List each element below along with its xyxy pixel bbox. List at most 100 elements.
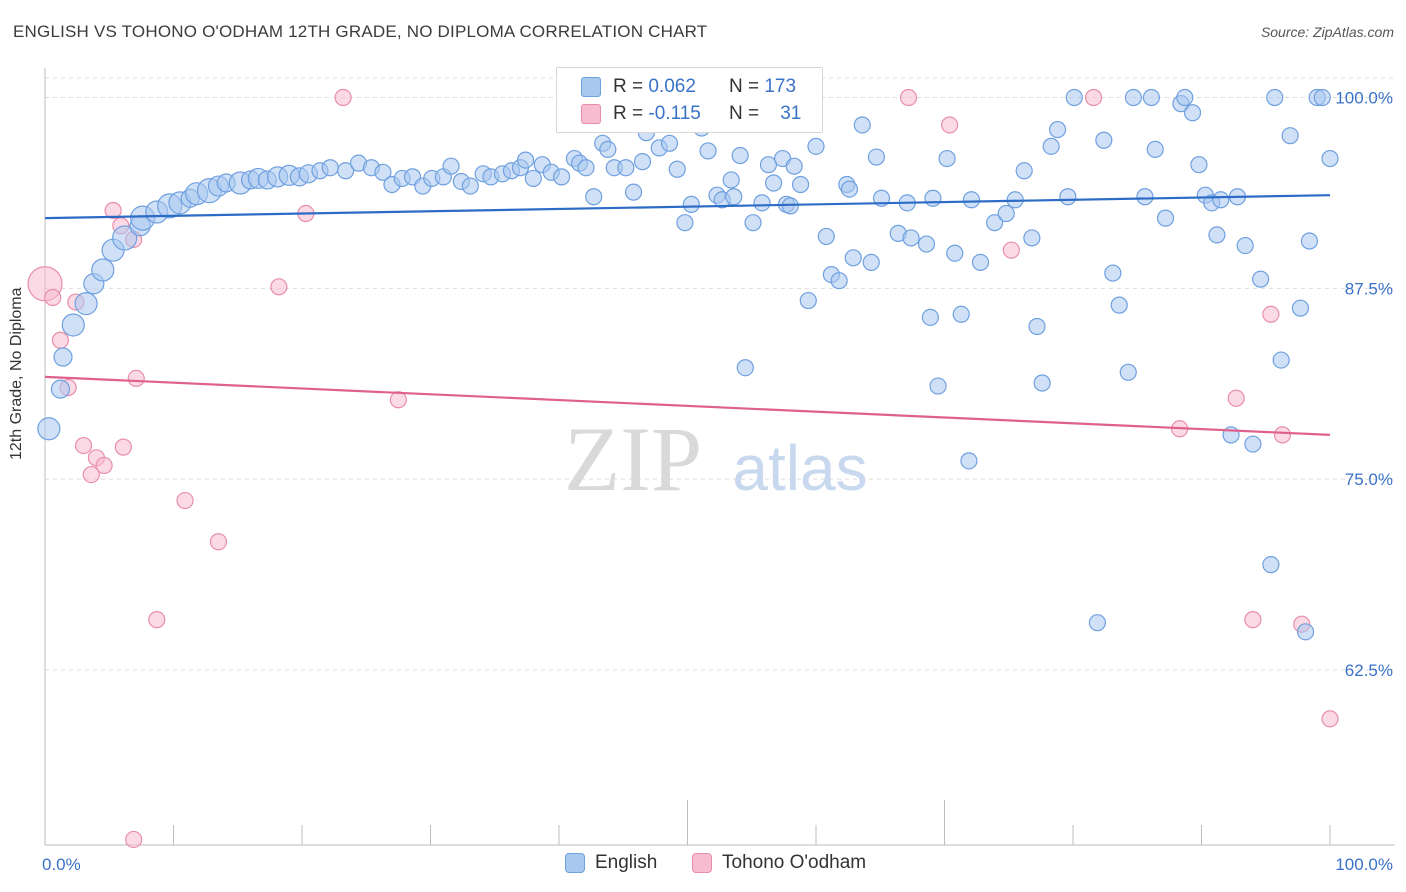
source-label: Source: ZipAtlas.com [1260,24,1394,40]
english-point-147 [1281,127,1299,145]
english-point-138 [1212,191,1230,209]
english-point-4 [74,292,98,316]
series-legend: English Tohono O'odham [0,852,1406,878]
tohono-point-25 [1002,241,1020,259]
tohono-r-value: -0.115 [648,103,701,124]
english-n-value: 173 [764,76,797,97]
tohono-point-14 [148,611,166,629]
english-point-0 [37,417,61,441]
tohono-n-label: N = [728,103,760,124]
english-point-91 [840,180,859,198]
english-point-65 [668,160,686,178]
english-point-113 [1015,162,1033,180]
tohono-point-2 [51,331,70,349]
tohono-point-11 [114,438,132,456]
english-point-51 [552,168,571,186]
english-point-123 [1104,264,1122,282]
english-points [37,88,1339,641]
english-r-label: R = [613,76,644,97]
english-point-77 [753,194,771,212]
tohono-point-19 [334,88,352,107]
english-point-93 [853,116,871,134]
english-point-74 [731,146,749,165]
english-point-76 [744,214,762,232]
english-point-102 [924,189,942,207]
x-tick-label-0: 0.0% [42,855,81,874]
english-point-87 [817,227,835,246]
tohono-n-value: 31 [780,103,802,124]
tohono-point-6 [82,465,100,484]
english-point-1 [50,379,71,399]
english-point-47 [516,151,535,169]
english-point-69 [699,142,717,160]
english-point-109 [971,253,990,271]
x-tick-label-1: 100.0% [1335,855,1393,874]
english-point-141 [1236,236,1254,255]
english-point-128 [1142,88,1160,107]
english-point-48 [524,169,542,188]
english-point-28 [321,159,339,177]
tohono-trend-line [44,375,1331,436]
english-point-118 [1048,120,1067,139]
english-point-104 [938,149,956,168]
english-point-153 [1321,149,1339,168]
watermark-atlas: atlas [732,432,867,504]
watermark-zip: ZIP [564,408,702,510]
y-tick-label-0: 100.0% [1335,89,1393,108]
english-point-83 [785,157,803,175]
english-point-124 [1110,296,1128,314]
correlation-legend: R = 0.062 N = 173 R = -0.115 N = 31 [556,67,823,133]
english-point-115 [1028,317,1046,336]
english-legend-label: English [595,852,658,873]
english-point-132 [1176,88,1194,107]
english-point-120 [1065,88,1083,107]
english-point-94 [862,253,880,271]
english-point-130 [1156,209,1175,227]
english-point-127 [1136,188,1154,206]
english-point-122 [1095,131,1113,149]
english-point-66 [676,214,694,232]
english-n-label: N = [728,76,760,97]
english-point-75 [736,359,754,377]
tohono-point-34 [125,830,143,849]
english-point-152 [1313,88,1331,107]
tohono-point-17 [270,278,288,296]
english-r-value: 0.062 [648,76,696,97]
legend-row-tohono: R = -0.115 N = 31 [581,102,801,126]
english-point-142 [1244,435,1262,453]
y-tick-label-1: 87.5% [1345,279,1393,298]
watermark: ZIP atlas [564,408,868,510]
y-axis-title: 12th Grade, No Diploma [8,287,25,460]
english-point-148 [1291,299,1310,317]
english-point-60 [624,183,643,201]
english-point-146 [1272,351,1290,369]
tohono-point-29 [1244,611,1262,629]
english-point-57 [599,140,617,159]
english-point-29 [337,162,355,180]
english-point-6 [91,258,115,282]
english-point-100 [917,235,936,253]
english-point-95 [867,148,885,166]
legend-item-english[interactable]: English [565,852,657,874]
english-trend-line [44,194,1331,220]
tohono-point-13 [127,369,145,388]
english-point-3 [61,313,85,337]
english-point-89 [830,272,848,290]
trendlines [44,194,1331,436]
english-point-125 [1119,363,1137,381]
tohono-point-26 [1084,88,1103,107]
tohono-point-5 [74,436,93,455]
tohono-point-23 [899,88,918,107]
legend-item-tohono[interactable]: Tohono O'odham [692,852,866,874]
english-point-116 [1033,374,1051,392]
tohono-swatch [581,104,601,124]
english-point-32 [374,163,392,181]
english-point-2 [53,347,73,367]
tohono-point-16 [209,533,228,551]
english-point-150 [1300,232,1319,250]
tohono-point-33 [1321,710,1339,728]
legend-row-english: R = 0.062 N = 173 [581,75,796,99]
english-point-84 [791,175,810,194]
english-point-108 [962,191,981,209]
